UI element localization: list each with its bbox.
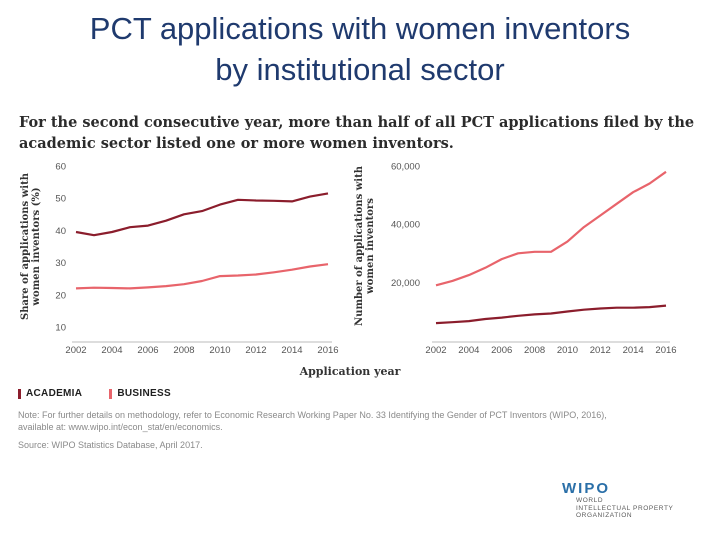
x-tick-label: 2008 [173, 345, 194, 356]
x-tick-label: 2004 [101, 345, 122, 356]
series-line-business [435, 170, 667, 287]
y-tick-label: 60,000 [391, 162, 420, 173]
x-tick-label: 2004 [458, 345, 479, 356]
wipo-logo-mark: WIPO [562, 480, 610, 497]
x-tick-label: 2010 [557, 345, 578, 356]
subtitle-line2: academic sector listed one or more women… [19, 135, 454, 152]
note-line2: available at: www.wipo.int/econ_stat/en/… [18, 422, 223, 432]
y-axis-title-line: women inventors (%) [31, 187, 42, 306]
series-line-academia [75, 192, 329, 237]
y-axis-title-line: Number of applications with [354, 165, 365, 326]
slide-title-line1: PCT applications with women inventors [89, 11, 631, 46]
slide-title-line2: by institutional sector [215, 52, 505, 87]
source-note: Source: WIPO Statistics Database, April … [18, 440, 203, 450]
x-tick-label: 2002 [425, 345, 446, 356]
x-tick-label: 2006 [137, 345, 158, 356]
series-line-business [75, 263, 329, 290]
x-tick-label: 2010 [209, 345, 230, 356]
y-axis-title-line: women inventors [365, 198, 376, 295]
y-axis-title-line: Share of applications with [20, 172, 31, 320]
legend-item-academia: ACADEMIA [18, 388, 82, 399]
y-tick-label: 50 [55, 194, 66, 205]
x-tick-label: 2008 [524, 345, 545, 356]
x-tick-label: 2012 [245, 345, 266, 356]
y-tick-label: 40 [55, 226, 66, 237]
x-tick-label: 2006 [491, 345, 512, 356]
charts-area: Share of applications with women inventor… [20, 162, 677, 379]
wipo-org-line: WORLD [576, 497, 604, 504]
y-tick-label: 40,000 [391, 220, 420, 231]
subtitle-line1: For the second consecutive year, more th… [19, 114, 695, 131]
series-line-academia [435, 304, 667, 325]
y-tick-label: 30 [55, 258, 66, 269]
slide-title: PCT applications with women inventors by… [0, 8, 720, 90]
wipo-org-line: ORGANIZATION [576, 512, 633, 519]
wipo-org-line: INTELLECTUAL PROPERTY [576, 504, 674, 512]
legend-item-business: BUSINESS [109, 388, 171, 399]
y-tick-label: 10 [55, 323, 66, 334]
chart-share: Share of applications with women inventor… [20, 162, 339, 357]
chart-subtitle: For the second consecutive year, more th… [19, 112, 699, 154]
y-tick-label: 20 [55, 290, 66, 301]
x-tick-label: 2014 [623, 345, 644, 356]
wipo-logo: WIPO WORLD INTELLECTUAL PROPERTY ORGANIZ… [562, 480, 673, 520]
wipo-org-name: WORLD INTELLECTUAL PROPERTY ORGANIZATION [576, 497, 673, 520]
x-axis-label: Application year [299, 365, 401, 378]
y-tick-label: 60 [55, 162, 66, 173]
y-tick-label: 20,000 [391, 278, 420, 289]
methodology-note: Note: For further details on methodology… [18, 409, 698, 433]
note-line1: Note: For further details on methodology… [18, 410, 607, 420]
x-tick-label: 2014 [281, 345, 302, 356]
legend-label-academia: ACADEMIA [26, 388, 83, 399]
x-tick-label: 2012 [590, 345, 611, 356]
x-tick-label: 2002 [65, 345, 86, 356]
legend-label-business: BUSINESS [117, 388, 171, 399]
chart-count: Number of applications with women invento… [354, 162, 677, 357]
x-tick-label: 2016 [317, 345, 338, 356]
legend-swatch-academia [18, 388, 21, 399]
legend: ACADEMIA BUSINESS [18, 388, 195, 402]
x-tick-label: 2016 [655, 345, 676, 356]
legend-swatch-business [109, 388, 113, 399]
